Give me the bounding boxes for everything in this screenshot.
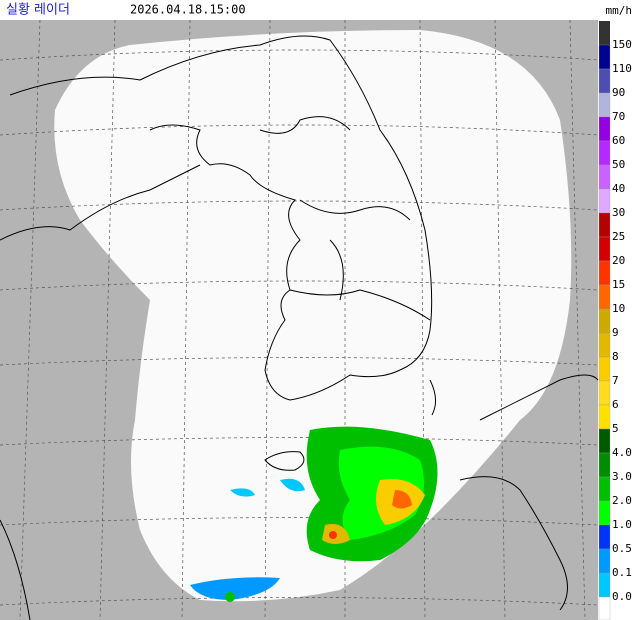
legend-label: 15 [612, 278, 625, 291]
precipitation [190, 426, 438, 602]
legend-label: 25 [612, 230, 625, 243]
legend-swatch [598, 44, 611, 70]
legend-label: 3.0 [612, 470, 632, 483]
title: 실황 레이더 [6, 3, 70, 18]
legend-label: 20 [612, 254, 625, 267]
legend-swatch [598, 380, 611, 406]
legend-swatch [598, 332, 611, 358]
legend-swatch [598, 476, 611, 502]
legend: 150 110 90 70 60 50 40 30 25 20 15 10 9 8 7 6 5 4.0 3.0 2.0… [598, 21, 632, 620]
legend-label: 6 [612, 398, 619, 411]
coastline [0, 35, 599, 620]
legend-label: 0.5 [612, 542, 632, 555]
legend-swatch [598, 452, 611, 478]
legend-label: 70 [612, 110, 625, 123]
legend-swatch [598, 308, 611, 334]
legend-label: 5 [612, 422, 619, 435]
map [0, 19, 599, 620]
legend-label: 8 [612, 350, 619, 363]
legend-label: 9 [612, 326, 619, 339]
legend-swatch [598, 188, 611, 214]
legend-swatch [598, 596, 611, 620]
legend-swatch [598, 92, 611, 118]
datetime: 2026.04.18.15:00 [130, 3, 246, 17]
legend-swatch [598, 356, 611, 382]
legend-top-swatch [599, 21, 610, 45]
legend-swatch [598, 260, 611, 286]
legend-swatch [598, 572, 611, 598]
legend-swatch [598, 500, 611, 526]
legend-swatch [598, 284, 611, 310]
legend-label: 40 [612, 182, 625, 195]
legend-swatch [598, 404, 611, 430]
legend-label: 1.0 [612, 518, 632, 531]
legend-label: 4.0 [612, 446, 632, 459]
legend-label: 7 [612, 374, 619, 387]
legend-swatch [598, 212, 611, 238]
legend-label: 30 [612, 206, 625, 219]
legend-label: 10 [612, 302, 625, 315]
legend-label: 110 [612, 62, 632, 75]
legend-swatch [598, 428, 611, 454]
legend-label: 150 [612, 38, 632, 51]
legend-label: 50 [612, 158, 625, 171]
legend-swatch [598, 140, 611, 166]
legend-swatch [598, 68, 611, 94]
grid [0, 19, 599, 620]
legend-label: 90 [612, 86, 625, 99]
legend-swatch [598, 236, 611, 262]
legend-swatch [598, 548, 611, 574]
legend-label: 60 [612, 134, 625, 147]
legend-label: 0.1 [612, 566, 632, 579]
legend-label: 0.0 [612, 590, 632, 603]
legend-swatch [598, 164, 611, 190]
legend-label: 2.0 [612, 494, 632, 507]
legend-swatch [598, 524, 611, 550]
legend-swatch [598, 116, 611, 142]
unit: mm/h [606, 4, 633, 17]
